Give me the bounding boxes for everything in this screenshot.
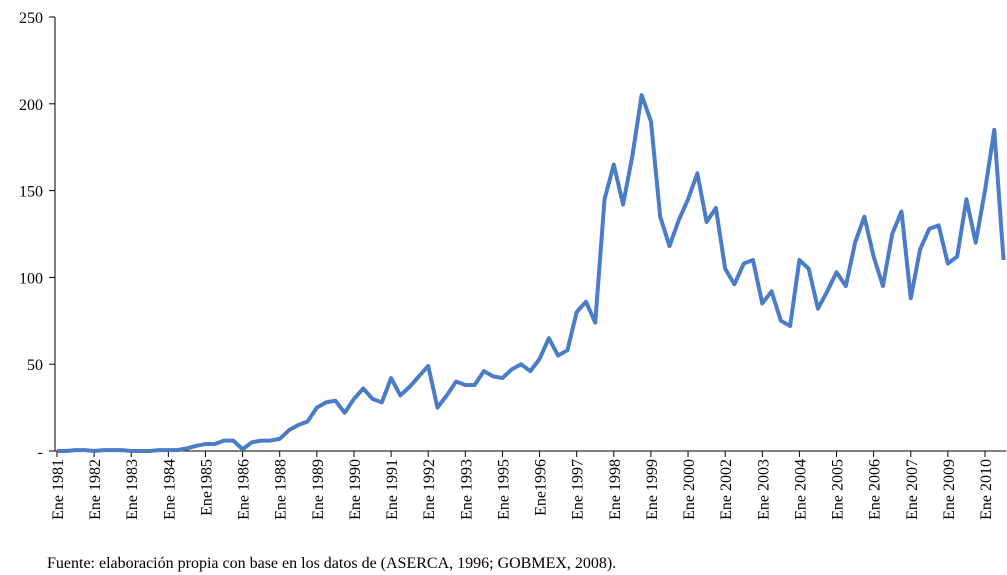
x-tick-label: Ene1996 <box>533 459 550 516</box>
x-tick-label: Ene 1998 <box>607 459 624 520</box>
x-tick-label: Ene 2007 <box>904 459 921 520</box>
source-note: Fuente: elaboración propia con base en l… <box>47 555 616 572</box>
y-tick-label: - <box>38 444 43 461</box>
x-tick-label: Ene 1992 <box>421 459 438 520</box>
x-tick-label: Ene 1999 <box>644 459 661 520</box>
x-tick-label: Ene 2006 <box>867 459 884 520</box>
x-tick-label: Ene 1991 <box>384 459 401 520</box>
x-tick-label: Ene 1990 <box>347 459 364 520</box>
x-tick-label: Ene 2002 <box>718 459 735 520</box>
x-tick-label: Ene 2005 <box>830 459 847 520</box>
x-tick-label: Ene 2003 <box>755 459 772 520</box>
x-tick-label: Ene 1989 <box>310 459 327 520</box>
x-tick-label: Ene 1997 <box>570 459 587 520</box>
y-tick-label: 200 <box>19 97 43 114</box>
x-tick-label: Ene 1982 <box>87 459 104 520</box>
y-tick-label: 150 <box>19 184 43 201</box>
x-tick-label: Ene 1988 <box>273 459 290 520</box>
x-tick-label: Ene 1983 <box>124 459 141 520</box>
x-tick-label: Ene 2004 <box>792 459 809 520</box>
y-tick-label: 100 <box>19 270 43 287</box>
x-tick-label: Ene1985 <box>198 459 215 516</box>
x-tick-label: Ene 2009 <box>941 459 958 520</box>
x-tick-label: Ene 2000 <box>681 459 698 520</box>
x-tick-label: Ene 1993 <box>458 459 475 520</box>
x-tick-label: Ene 1995 <box>495 459 512 520</box>
y-tick-label: 50 <box>27 357 43 374</box>
x-tick-label: Ene 2010 <box>978 459 995 520</box>
x-tick-label: Ene 1986 <box>236 459 253 520</box>
x-tick-label: Ene 1984 <box>161 459 178 520</box>
data-line <box>57 93 1006 453</box>
x-tick-label: Ene 1981 <box>50 459 67 520</box>
y-tick-label: 250 <box>19 10 43 27</box>
